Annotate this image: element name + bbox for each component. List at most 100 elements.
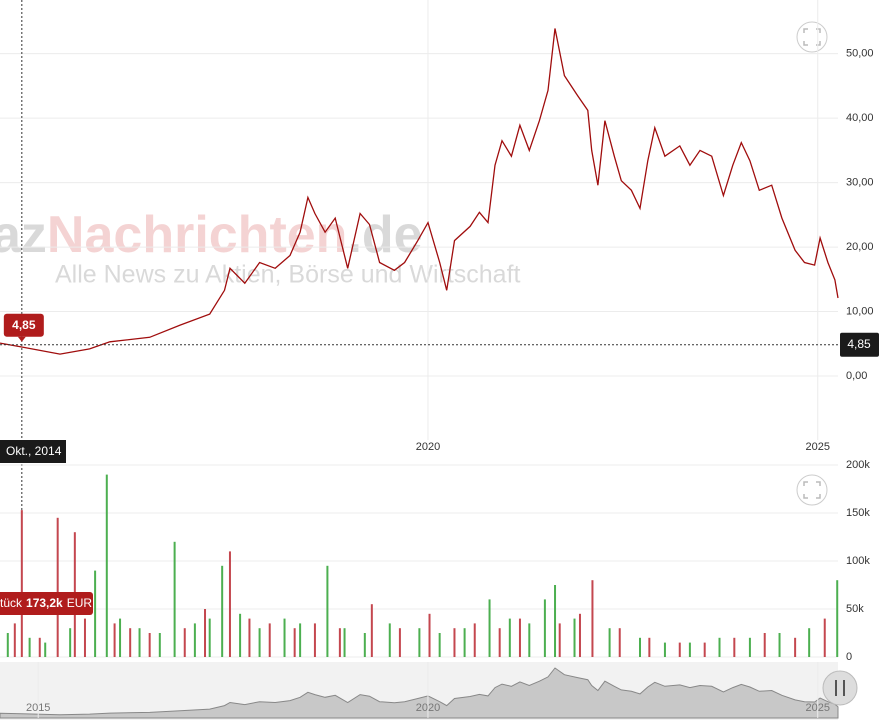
volume-bar: [543, 599, 546, 657]
y-tick-label: 40,00: [846, 112, 874, 124]
volume-tooltip-unit: EUR: [67, 596, 93, 610]
watermark: azNachrichten.de: [0, 206, 423, 264]
volume-bar: [418, 628, 421, 657]
volume-bar: [313, 623, 316, 657]
volume-bar: [129, 628, 132, 657]
volume-tooltip-box: [0, 592, 93, 615]
volume-bar: [488, 599, 491, 657]
y-tick-label: 150k: [846, 507, 870, 519]
y-tick-label: 50,00: [846, 48, 874, 60]
navigator-tick-label: 2015: [26, 702, 50, 714]
watermark-part: Nachrichten: [47, 206, 348, 264]
volume-bar: [28, 637, 31, 657]
volume-bar: [823, 618, 826, 657]
pause-glyph: [835, 680, 845, 696]
volume-bar: [221, 565, 224, 657]
fullscreen-icon[interactable]: [796, 21, 828, 53]
volume-bar: [573, 618, 576, 657]
fullscreen-icon[interactable]: [796, 474, 828, 506]
watermark-part: .de: [347, 206, 422, 264]
y-tick-label: 200k: [846, 459, 870, 471]
date-tooltip-label: Okt., 2014: [6, 444, 62, 458]
volume-bar: [83, 618, 86, 657]
date-tooltip-box: [0, 440, 66, 463]
y-tick-label: 0: [846, 651, 852, 663]
volume-bar: [239, 613, 242, 657]
volume-bar: [808, 628, 811, 657]
volume-bar: [363, 633, 366, 657]
volume-bar: [38, 637, 41, 657]
volume-bar: [268, 623, 271, 657]
volume-tooltip-prefix: tück: [0, 596, 23, 610]
volume-bar: [370, 604, 373, 657]
watermark-part: az: [0, 206, 47, 264]
x-tick-label: 2025: [805, 441, 829, 453]
volume-bar: [388, 623, 391, 657]
volume-bar: [173, 541, 176, 657]
volume-bar: [428, 613, 431, 657]
volume-bar: [44, 642, 47, 657]
pause-circle: [822, 670, 858, 706]
volume-bar: [94, 570, 97, 657]
fullscreen-button[interactable]: [796, 21, 828, 53]
volume-bar: [228, 551, 231, 657]
fullscreen-button[interactable]: [796, 474, 828, 506]
price-axis-label: 4,85: [847, 337, 871, 351]
volume-bar: [69, 628, 72, 657]
volume-bar: [508, 618, 511, 657]
volume-bar: [473, 623, 476, 657]
volume-bar: [453, 628, 456, 657]
fullscreen-glyph: [803, 481, 821, 499]
price-tooltip-box: [3, 313, 44, 337]
volume-bar: [498, 628, 501, 657]
price-axis-badge: [840, 332, 879, 357]
volume-bar: [326, 565, 329, 657]
navigator-tick-label: 2025: [805, 702, 829, 714]
volume-bar: [718, 637, 721, 657]
volume-bar: [618, 628, 621, 657]
volume-bar: [703, 642, 706, 657]
volume-bar: [248, 618, 251, 657]
volume-bar: [438, 633, 441, 657]
volume-bar: [208, 618, 211, 657]
y-tick-label: 30,00: [846, 177, 874, 189]
volume-bar: [463, 628, 466, 657]
volume-bar: [283, 618, 286, 657]
volume-bar: [591, 580, 594, 657]
volume-bar: [398, 628, 401, 657]
volume-bar: [578, 613, 581, 657]
volume-bar: [105, 474, 108, 657]
volume-bar: [733, 637, 736, 657]
volume-bar: [763, 633, 766, 657]
volume-bar: [204, 609, 207, 657]
volume-bar: [663, 642, 666, 657]
price-tooltip-pointer: [17, 336, 26, 342]
volume-bar: [56, 517, 59, 657]
volume-bar: [20, 510, 23, 657]
y-tick-label: 10,00: [846, 305, 874, 317]
y-tick-label: 50k: [846, 603, 864, 615]
volume-bar: [608, 628, 611, 657]
volume-bar: [13, 623, 16, 657]
volume-bar: [138, 628, 141, 657]
volume-tooltip-value: 173,2k: [26, 596, 63, 610]
volume-bar: [518, 618, 521, 657]
volume-bar: [778, 633, 781, 657]
price-line: [0, 28, 839, 355]
volume-bar: [343, 628, 346, 657]
fullscreen-glyph: [803, 28, 821, 46]
price-tooltip-label: 4,85: [12, 318, 36, 332]
volume-bar: [193, 623, 196, 657]
pause-button[interactable]: [822, 670, 858, 706]
volume-bar: [119, 618, 122, 657]
volume-bar: [748, 637, 751, 657]
volume-bar: [794, 637, 797, 657]
volume-bar: [648, 637, 651, 657]
volume-bar: [558, 623, 561, 657]
volume-bar: [554, 585, 557, 657]
volume-bar: [6, 633, 9, 657]
y-tick-label: 20,00: [846, 241, 874, 253]
volume-bar: [158, 633, 161, 657]
volume-tooltip-label: tück 173,2k EUR: [0, 596, 92, 610]
